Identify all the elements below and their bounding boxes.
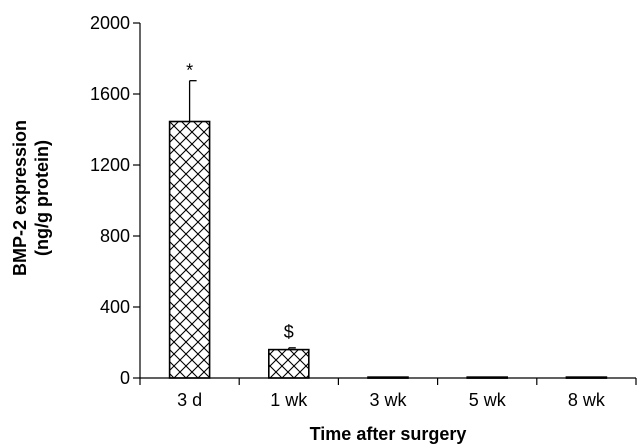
y-axis-ticks: 0 400 800 1200 1600 2000 <box>90 13 140 388</box>
y-axis-title-line1: BMP-2 expression <box>10 120 30 276</box>
bar-1-wk <box>267 348 310 379</box>
x-tick-label: 3 d <box>177 390 202 410</box>
x-tick-label: 1 wk <box>270 390 308 410</box>
y-tick-label: 2000 <box>90 13 130 33</box>
x-tick-label: 3 wk <box>369 390 407 410</box>
x-tick-label: 5 wk <box>469 390 507 410</box>
bar-3-d <box>168 120 211 379</box>
significance-annotation: $ <box>284 322 294 342</box>
y-tick-label: 1200 <box>90 155 130 175</box>
y-tick-label: 0 <box>120 368 130 388</box>
x-axis-ticks: 3 d 1 wk 3 wk 5 wk 8 wk <box>139 378 637 410</box>
y-tick-label: 400 <box>100 297 130 317</box>
significance-annotation: * <box>186 61 193 81</box>
y-axis-title-line2: (ng/g protein) <box>32 140 52 256</box>
x-tick-label: 8 wk <box>568 390 606 410</box>
y-axis-title: BMP-2 expression (ng/g protein) <box>10 120 52 276</box>
y-tick-label: 800 <box>100 226 130 246</box>
bars: *$ <box>168 61 608 379</box>
x-axis-title: Time after surgery <box>310 424 467 444</box>
y-tick-label: 1600 <box>90 84 130 104</box>
